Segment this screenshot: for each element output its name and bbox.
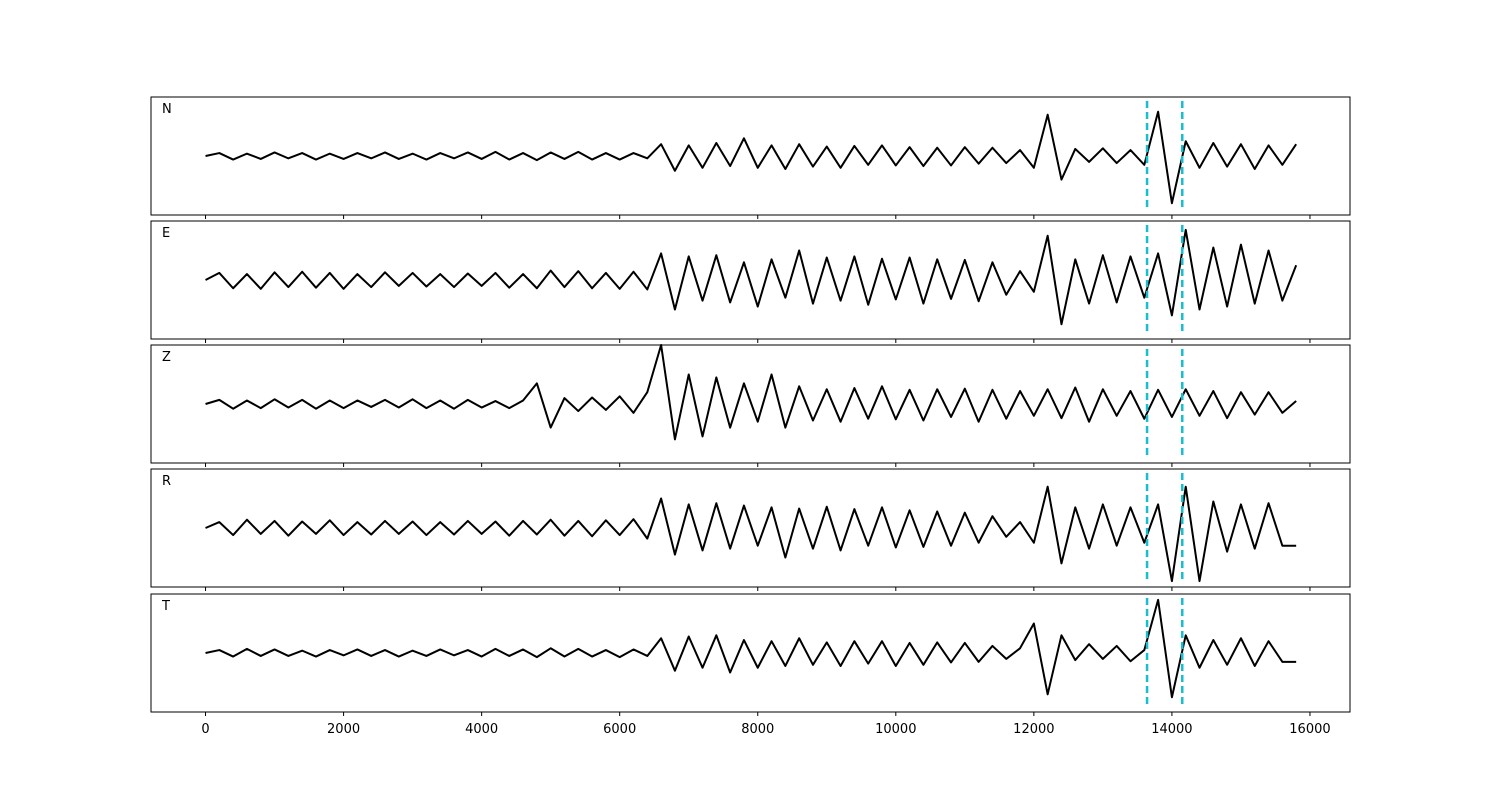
x-tick-label: 14000 [1151,722,1192,737]
panel-label: T [161,599,170,614]
trace [205,228,1298,326]
trace [205,110,1297,205]
panel-frame [150,593,1351,713]
x-tick-label: 0 [201,722,209,737]
x-tick-label: 6000 [603,722,636,737]
panel-label: E [162,226,170,241]
x-tick-label: 4000 [465,722,498,737]
x-tick-label: 2000 [327,722,360,737]
panel-label: Z [162,350,171,365]
x-tick-label: 10000 [875,722,916,737]
panel-frame [150,96,1351,216]
panel-frame [150,220,1351,340]
panel-label: R [162,474,171,489]
x-tick-label: 12000 [1013,722,1054,737]
trace [205,344,1297,441]
trace [205,485,1297,583]
trace [205,598,1297,699]
panel-label: N [162,102,172,117]
x-tick-label: 8000 [741,722,774,737]
x-tick-label: 16000 [1289,722,1330,737]
panel-frame [150,344,1351,464]
panel-frame [150,468,1351,588]
